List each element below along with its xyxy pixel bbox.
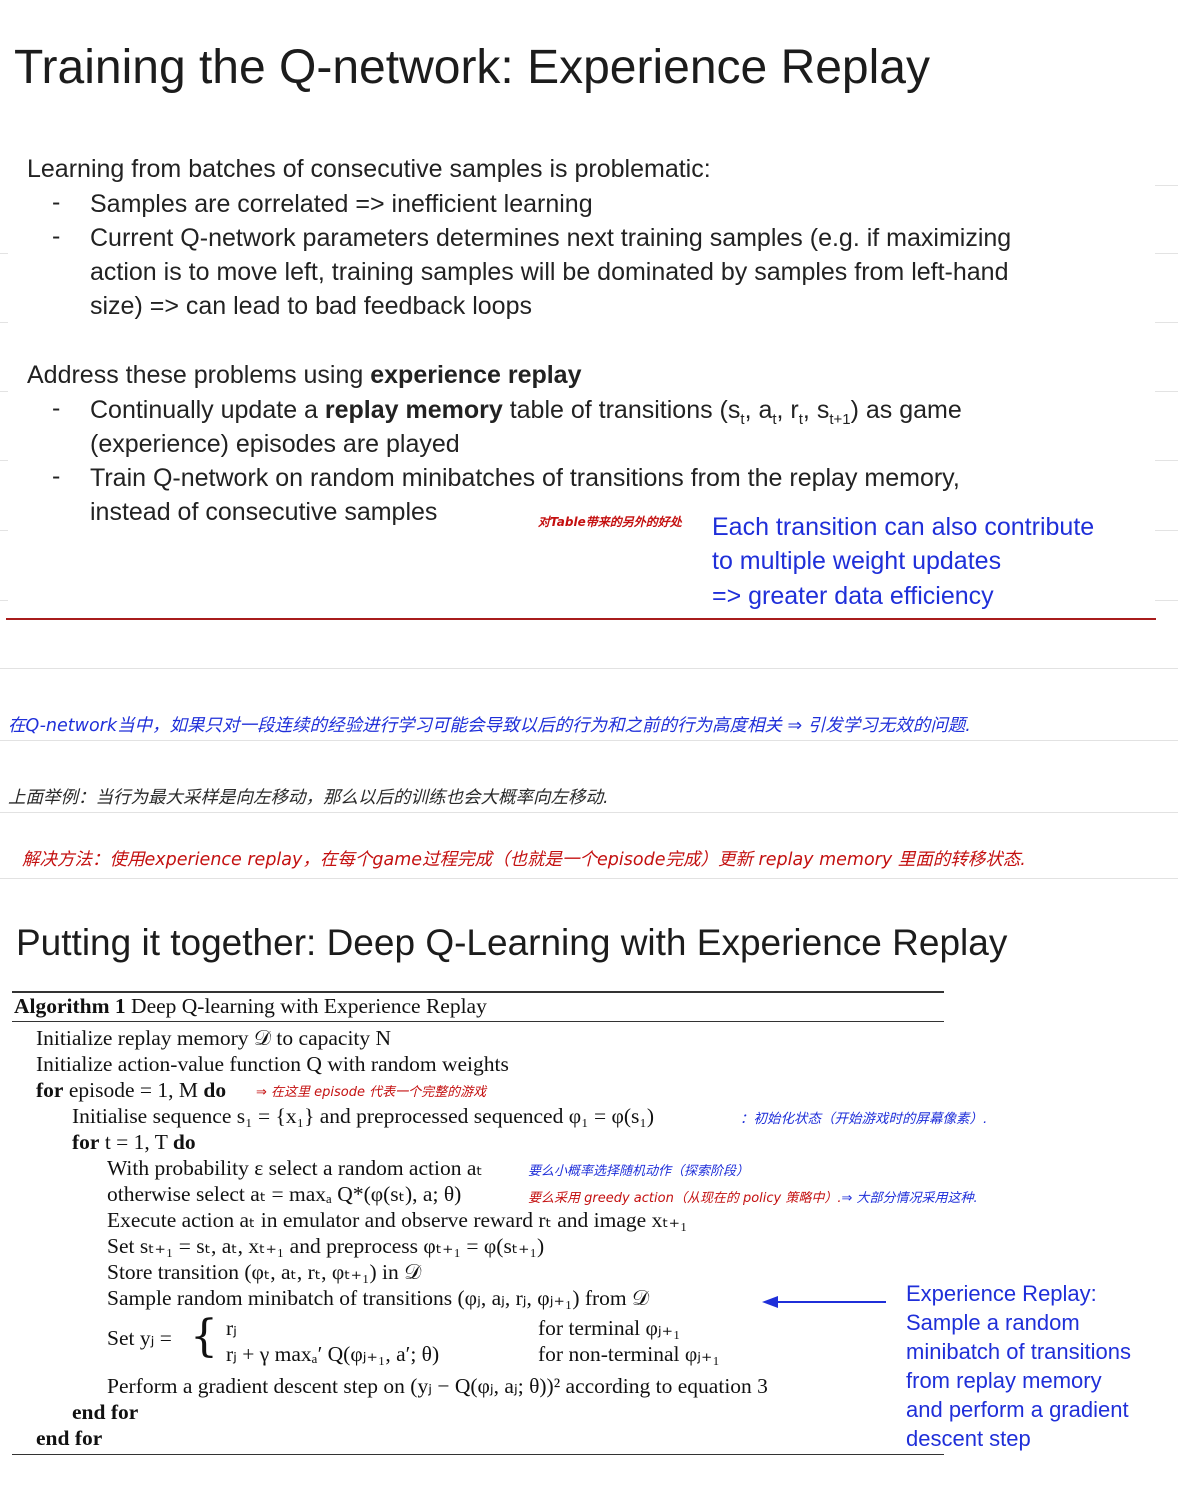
edge-tick <box>1155 185 1178 186</box>
edge-tick <box>1155 322 1178 323</box>
greedy-note-red: 要么采用 greedy action（从现在的 policy 策略中）. <box>528 1191 842 1206</box>
bullet-replay-memory: Continually update a replay memory table… <box>90 393 962 437</box>
text-fragment: ) as game <box>850 396 962 424</box>
algo-line-end-for-outer: end for <box>36 1426 103 1450</box>
address-text: Address these problems using experience … <box>27 358 582 392</box>
subscript: t <box>772 411 777 428</box>
notebook-rule <box>0 878 1178 879</box>
edge-tick <box>0 391 8 392</box>
handwritten-note-solution: 解决方法：使用experience replay，在每个game过程完成（也就是… <box>22 850 1026 870</box>
text-fragment: , s <box>802 396 830 424</box>
keyword-for: for <box>36 1078 64 1102</box>
case-nonterminal-condition: for non-terminal φⱼ₊₁ <box>538 1342 720 1366</box>
algo-header: Algorithm 1 Deep Q-learning with Experie… <box>14 994 487 1019</box>
algo-line-greedy-action: otherwise select aₜ = maxₐ Q*(φ(sₜ), a; … <box>107 1182 462 1206</box>
handwritten-note-init-state: ：初始化状态（开始游戏时的屏幕像素）. <box>740 1111 988 1127</box>
side-note-line3: => greater data efficiency <box>712 582 994 610</box>
greedy-note-blue: ⇒ 大部分情况采用这种. <box>841 1191 978 1206</box>
edge-tick <box>1155 460 1178 461</box>
callout-line4: from replay memory <box>906 1368 1102 1393</box>
bullet-correlated: Samples are correlated => inefficient le… <box>90 190 593 218</box>
algo-line-sample: Sample random minibatch of transitions (… <box>107 1286 650 1310</box>
address-bold: experience replay <box>370 361 582 389</box>
bullet-minibatch-line1: Train Q-network on random minibatches of… <box>90 464 960 492</box>
algo-line-for-episode: for episode = 1, M do <box>36 1078 226 1103</box>
handwritten-note-example: 上面举例：当行为最大采样是向左移动，那么以后的训练也会大概率向左移动. <box>8 788 609 808</box>
text-fragment: , r <box>776 396 799 424</box>
edge-tick <box>0 460 8 461</box>
text-fragment: episode = 1, M <box>63 1078 204 1102</box>
callout-line2: Sample a random <box>906 1310 1080 1335</box>
subscript: t <box>798 411 803 428</box>
case-nonterminal: rⱼ + γ maxₐ′ Q(φⱼ₊₁, a′; θ) <box>226 1342 440 1366</box>
algo-line-set-y: Set yⱼ = <box>107 1326 172 1350</box>
text-fragment: Continually update a <box>90 396 325 424</box>
algo-line-init-sequence: Initialise sequence s₁ = {x₁} and prepro… <box>72 1104 655 1128</box>
notebook-rule <box>0 812 1178 813</box>
notebook-rule <box>0 740 1178 741</box>
algo-bottom-rule <box>12 1454 944 1455</box>
algo-label: Algorithm 1 <box>14 994 126 1018</box>
edge-tick <box>1155 530 1178 531</box>
side-note-line1: Each transition can also contribute <box>712 513 1095 541</box>
edge-tick <box>1155 391 1178 392</box>
bullet-feedback-line2: action is to move left, training samples… <box>90 258 1009 286</box>
bullet-minibatch-line2: instead of consecutive samples <box>90 498 438 526</box>
bullet-dash: - <box>52 462 61 490</box>
handwritten-note-correlation: 在Q-network当中，如果只对一段连续的经验进行学习可能会导致以后的行为和之… <box>8 716 971 736</box>
text-fragment: table of transitions (s <box>502 396 741 424</box>
edge-tick <box>0 600 8 601</box>
bullet-feedback-line3: size) => can lead to bad feedback loops <box>90 292 532 320</box>
handwritten-note-episode: ⇒ 在这里 episode 代表一个完整的游戏 <box>256 1085 487 1100</box>
callout-line1: Experience Replay: <box>906 1281 1097 1306</box>
edge-tick <box>1155 600 1178 601</box>
keyword-do: do <box>203 1078 227 1102</box>
algo-line-for-t: for t = 1, T do <box>72 1130 196 1155</box>
edge-tick <box>1155 253 1178 254</box>
keyword-do: do <box>172 1130 196 1154</box>
text-fragment: t = 1, T <box>99 1130 173 1154</box>
bullet-dash: - <box>52 394 61 422</box>
arrow-left-icon <box>762 1296 886 1308</box>
algo-line-init-q: Initialize action-value function Q with … <box>36 1052 509 1076</box>
algo-line-set-state: Set sₜ₊₁ = sₜ, aₜ, xₜ₊₁ and preprocess φ… <box>107 1234 545 1258</box>
text-fragment: , a <box>744 396 773 424</box>
address-prefix: Address these problems using <box>27 361 371 389</box>
brace: { <box>190 1311 218 1362</box>
case-terminal-condition: for terminal φⱼ₊₁ <box>538 1316 681 1340</box>
handwritten-note-greedy: 要么采用 greedy action（从现在的 policy 策略中）.⇒ 大部… <box>528 1187 978 1206</box>
bullet-feedback-line1: Current Q-network parameters determines … <box>90 224 1012 252</box>
side-note-line2: to multiple weight updates <box>712 547 1002 575</box>
bullet-dash: - <box>52 188 61 216</box>
algo-header-rule <box>12 1021 944 1022</box>
replay-memory-bold: replay memory <box>324 396 503 424</box>
bullet-replay-memory-line2: (experience) episodes are played <box>90 430 460 458</box>
problem-intro: Learning from batches of consecutive sam… <box>27 155 711 183</box>
edge-tick <box>0 322 8 323</box>
algo-name: Deep Q-learning with Experience Replay <box>125 994 487 1018</box>
callout-line5: and perform a gradient <box>906 1397 1129 1422</box>
notebook-rule <box>0 668 1178 669</box>
handwritten-note-explore: 要么小概率选择随机动作（探索阶段） <box>528 1164 750 1179</box>
algo-line-gradient-step: Perform a gradient descent step on (yⱼ −… <box>107 1374 768 1398</box>
algo-line-random-action: With probability ε select a random actio… <box>107 1156 483 1180</box>
subscript: t+1 <box>829 411 851 428</box>
callout-line6: descent step <box>906 1426 1031 1451</box>
slide-divider <box>6 618 1156 620</box>
case-terminal: rⱼ <box>226 1316 237 1340</box>
keyword-for: for <box>72 1130 100 1154</box>
slide-title: Training the Q-network: Experience Repla… <box>14 41 930 94</box>
edge-tick <box>0 530 8 531</box>
bullet-dash: - <box>52 222 61 250</box>
algo-top-rule <box>12 991 944 993</box>
algo-line-execute: Execute action aₜ in emulator and observ… <box>107 1208 688 1232</box>
algo-line-store: Store transition (φₜ, aₜ, rₜ, φₜ₊₁) in 𝒟 <box>107 1260 422 1284</box>
callout-line3: minibatch of transitions <box>906 1339 1131 1364</box>
algo-line-init-memory: Initialize replay memory 𝒟 to capacity N <box>36 1026 392 1050</box>
subscript: t <box>740 411 745 428</box>
edge-tick <box>0 253 8 254</box>
slide2-title: Putting it together: Deep Q-Learning wit… <box>16 922 1008 963</box>
algo-line-end-for-inner: end for <box>72 1400 139 1424</box>
handwritten-note-table-benefit: 对Table带来的另外的好处 <box>538 515 682 529</box>
